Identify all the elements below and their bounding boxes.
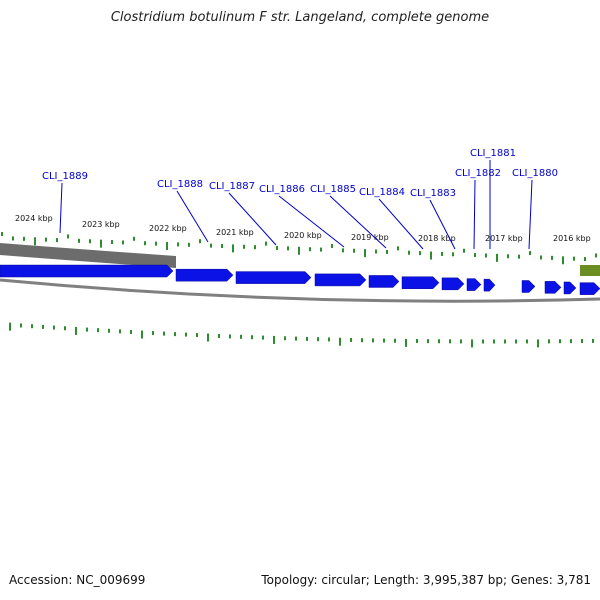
gene-arrow (401, 276, 440, 289)
kbp-label: 2024 kbp (15, 214, 53, 223)
gene-arrow (0, 264, 174, 278)
leader-line (278, 195, 345, 248)
accession-text: Accession: NC_009699 (9, 573, 146, 587)
leader-line (59, 182, 63, 234)
gene-label: CLI_1887 (209, 181, 255, 192)
kbp-label: 2019 kbp (351, 233, 389, 242)
gene-label: CLI_1889 (42, 171, 88, 182)
gene-arrow (544, 281, 562, 294)
gene-arrow (563, 281, 577, 295)
gene-track (0, 264, 600, 295)
kbp-label: 2020 kbp (284, 231, 322, 240)
gene-arrow (521, 280, 536, 293)
gene-labels: CLI_1889 CLI_1888 CLI_1887 CLI_1886 CLI_1885… (42, 148, 558, 199)
gene-label: CLI_1880 (512, 168, 558, 179)
gene-label: CLI_1885 (310, 184, 356, 195)
leader-line (528, 179, 533, 250)
gene-label: CLI_1888 (157, 179, 203, 190)
gene-arrow (368, 275, 400, 288)
highlight-feature (580, 265, 600, 276)
kbp-label: 2018 kbp (418, 234, 456, 243)
kbp-label: 2021 kbp (216, 228, 254, 237)
gene-arrow (579, 282, 600, 295)
gene-label: CLI_1882 (455, 168, 501, 179)
leader-line (176, 190, 209, 243)
kbp-label: 2016 kbp (553, 234, 591, 243)
genome-summary-text: Topology: circular; Length: 3,995,387 bp… (261, 573, 591, 587)
backbone-line (0, 278, 600, 303)
gene-arrow (441, 277, 465, 291)
leader-line (228, 192, 277, 246)
backbone-upper-segment (0, 243, 176, 268)
gene-label: CLI_1886 (259, 184, 305, 195)
gene-arrow (314, 273, 367, 287)
gene-label: CLI_1883 (410, 188, 456, 199)
kbp-labels: 2024 kbp 2023 kbp 2022 kbp 2021 kbp 2020 kbp… (15, 214, 591, 243)
leader-line (329, 195, 387, 249)
gene-arrow (483, 278, 496, 292)
tick-marks-upper (1, 232, 597, 265)
tick-marks-lower (9, 322, 594, 348)
gene-label: CLI_1881 (470, 148, 516, 159)
leader-line (429, 199, 456, 250)
kbp-label: 2017 kbp (485, 234, 523, 243)
gene-label: CLI_1884 (359, 187, 405, 198)
kbp-label: 2022 kbp (149, 224, 187, 233)
kbp-label: 2023 kbp (82, 220, 120, 229)
gene-arrow (235, 271, 312, 284)
leader-line (378, 198, 424, 250)
gene-arrow (466, 278, 482, 291)
gene-arrow (175, 268, 234, 282)
leader-line (473, 179, 476, 250)
genome-title: Clostridium botulinum F str. Langeland, … (110, 10, 490, 25)
gene-leader-lines (59, 160, 533, 250)
